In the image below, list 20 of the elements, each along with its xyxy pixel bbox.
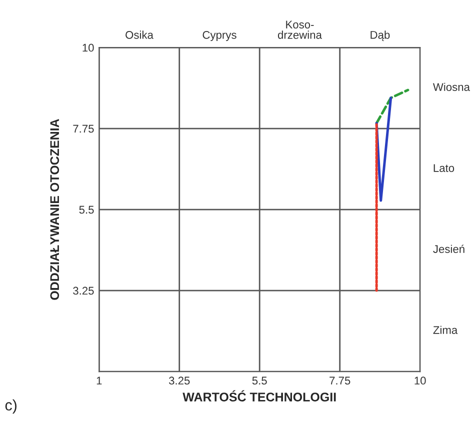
text: Wiosna bbox=[432, 82, 470, 92]
text: c) bbox=[5, 399, 16, 414]
text: Cyprys bbox=[202, 30, 236, 42]
y-tick-label: 3.25 bbox=[73, 286, 94, 295]
text: Zima bbox=[433, 326, 458, 334]
text: Osika bbox=[126, 30, 154, 39]
x-tick-label: 7.75 bbox=[330, 376, 350, 385]
text: Dąb bbox=[370, 30, 390, 42]
x-tick-label: 3.25 bbox=[168, 376, 190, 385]
x-axis-title: WARTOŚĆ TECHNOLOGII bbox=[182, 390, 336, 402]
y-axis-title: ODDZIAŁYWANIE OTOCZENIA bbox=[50, 118, 60, 300]
text: Jesień bbox=[433, 244, 464, 254]
text: Lato bbox=[434, 164, 454, 172]
x-tick-label: 1 bbox=[96, 376, 102, 384]
text: Koso- drzewina bbox=[278, 20, 322, 39]
x-tick-label: 5.5 bbox=[252, 376, 267, 385]
y-tick-label: 7.75 bbox=[73, 124, 94, 133]
x-tick-label: 10 bbox=[414, 376, 426, 385]
y-tick-label: 10 bbox=[82, 44, 94, 52]
y-tick-label: 5.5 bbox=[79, 206, 94, 214]
